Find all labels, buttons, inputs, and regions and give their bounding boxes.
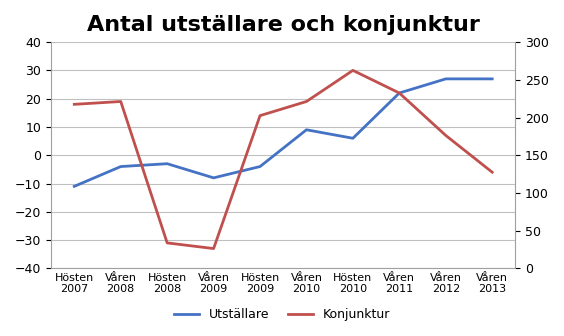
Konjunktur [489, 170, 496, 174]
Konjunktur [117, 99, 124, 103]
Utställare [396, 91, 403, 95]
Title: Antal utställare och konjunktur: Antal utställare och konjunktur [87, 15, 480, 35]
Konjunktur [210, 247, 217, 251]
Utställare [210, 176, 217, 180]
Konjunktur [396, 91, 403, 95]
Konjunktur [164, 241, 170, 245]
Utställare [350, 136, 356, 140]
Konjunktur [350, 68, 356, 72]
Line: Utställare: Utställare [74, 79, 492, 186]
Legend: Utställare, Konjunktur: Utställare, Konjunktur [169, 303, 395, 326]
Utställare [164, 162, 170, 166]
Konjunktur [303, 99, 310, 103]
Utställare [442, 77, 449, 81]
Konjunktur [71, 102, 78, 106]
Utställare [257, 165, 263, 169]
Utställare [489, 77, 496, 81]
Utställare [117, 165, 124, 169]
Konjunktur [442, 133, 449, 137]
Utställare [303, 128, 310, 132]
Utställare [71, 184, 78, 188]
Konjunktur [257, 114, 263, 118]
Line: Konjunktur: Konjunktur [74, 70, 492, 249]
